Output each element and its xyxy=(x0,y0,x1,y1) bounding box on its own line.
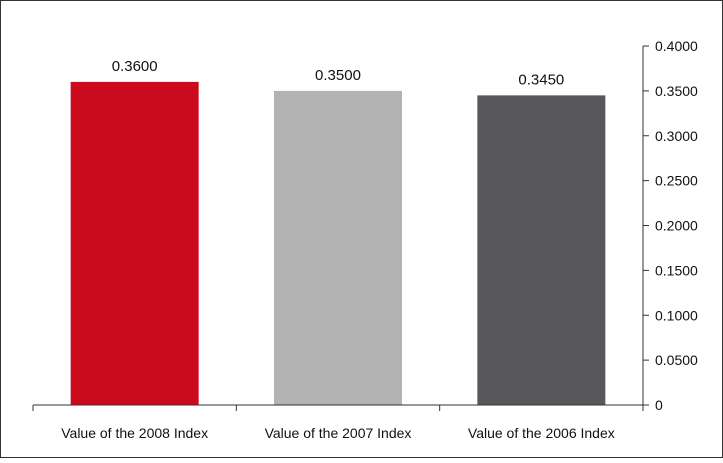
y-tick-label: 0.0500 xyxy=(655,352,698,368)
bar-3 xyxy=(477,95,606,406)
y-tick-label: 0.1500 xyxy=(655,262,698,278)
y-tick-label: 0.2000 xyxy=(655,218,698,234)
y-tick-label: 0 xyxy=(655,397,663,413)
category-label-3: Value of the 2006 Index xyxy=(468,425,615,441)
bar-1 xyxy=(70,81,199,406)
data-label-1: 0.3600 xyxy=(112,58,158,75)
bars-layer: 0.3600 0.3500 0.3450 xyxy=(70,58,606,406)
data-label-2: 0.3500 xyxy=(315,67,361,84)
category-label-1: Value of the 2008 Index xyxy=(61,425,208,441)
y-tick-label: 0.3000 xyxy=(655,128,698,144)
y-axis: 0 0.0500 0.1000 0.1500 0.2000 0.2500 0.3000 0.3… xyxy=(642,38,698,413)
y-tick-label: 0.1000 xyxy=(655,307,698,323)
y-tick-label: 0.3500 xyxy=(655,83,698,99)
bar-2 xyxy=(274,90,402,405)
data-label-3: 0.3450 xyxy=(518,71,564,88)
x-axis: Value of the 2008 Index Value of the 2007… xyxy=(32,404,644,441)
y-tick-label: 0.4000 xyxy=(655,38,698,54)
y-tick-label: 0.2500 xyxy=(655,173,698,189)
category-label-2: Value of the 2007 Index xyxy=(265,425,412,441)
